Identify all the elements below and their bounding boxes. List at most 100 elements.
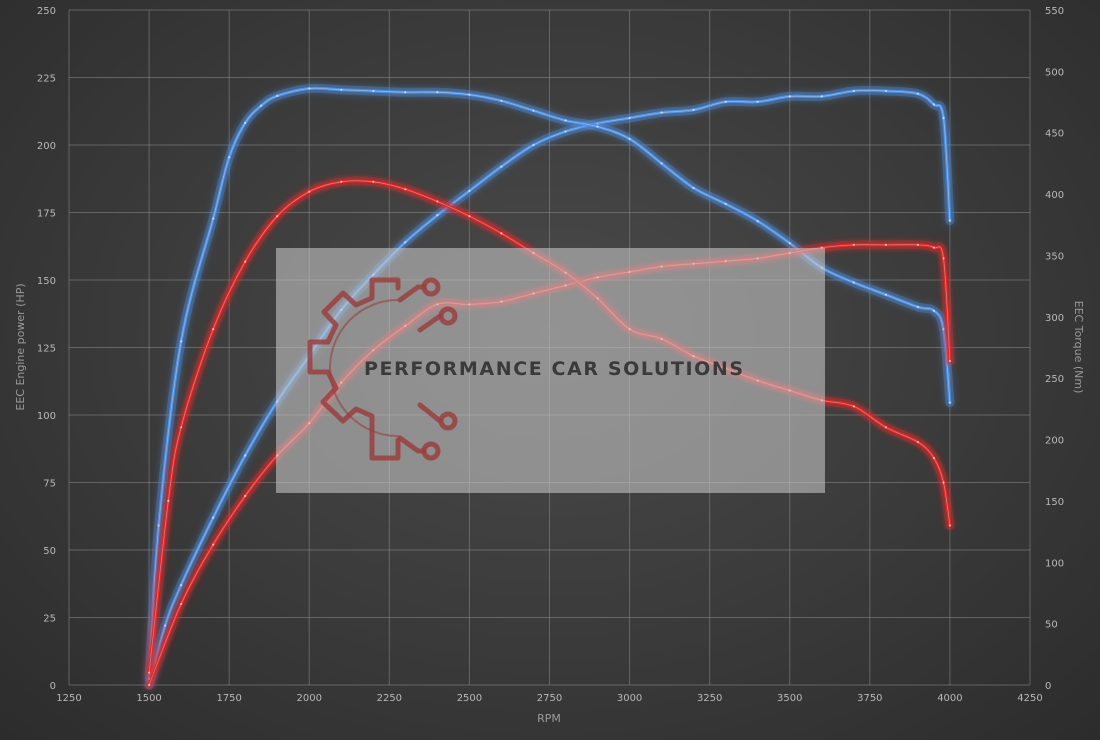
data-point (244, 260, 247, 263)
x-tick-label: 1250 (56, 693, 81, 704)
watermark-text: PERFORMANCE CAR SOLUTIONS (364, 358, 745, 380)
right-tick-label: 300 (1045, 313, 1064, 324)
left-axis-ticks: 0 25 50 75 100 125 150 175 200 225 250 (37, 6, 56, 692)
data-point (932, 456, 936, 460)
data-point (372, 180, 375, 183)
data-point (180, 584, 183, 587)
data-point (276, 215, 279, 218)
data-point (788, 242, 791, 245)
left-tick-label: 25 (43, 614, 56, 625)
data-point (942, 257, 945, 260)
data-point (724, 100, 727, 103)
right-tick-label: 500 (1045, 67, 1064, 78)
data-point (532, 143, 535, 147)
data-point (404, 188, 407, 191)
data-point (212, 543, 215, 546)
data-point (244, 454, 247, 457)
data-point (212, 217, 215, 220)
data-point (932, 246, 936, 249)
right-tick-label: 350 (1045, 251, 1064, 262)
data-point (692, 108, 695, 111)
left-tick-label: 150 (37, 276, 56, 287)
data-point (916, 305, 920, 309)
series-tuned-torque (144, 83, 955, 684)
data-point (724, 202, 727, 205)
left-tick-label: 100 (37, 411, 56, 422)
data-point (628, 137, 631, 140)
data-point (852, 405, 855, 408)
data-point (692, 186, 695, 190)
data-point (916, 92, 920, 95)
data-point (756, 100, 759, 103)
data-point (260, 104, 263, 107)
data-point (916, 243, 920, 246)
x-tick-label: 3500 (777, 693, 802, 704)
data-point (932, 309, 936, 312)
data-point (148, 671, 151, 674)
right-tick-label: 0 (1045, 681, 1051, 692)
data-point (500, 165, 503, 168)
data-point (276, 94, 279, 97)
data-point (628, 116, 631, 120)
data-point (167, 499, 170, 502)
data-point (180, 426, 183, 429)
left-tick-label: 175 (37, 209, 56, 220)
x-axis-ticks: 1250 1500 1750 2000 2250 2500 2750 3000 3250 3500… (56, 693, 1042, 704)
right-tick-label: 50 (1045, 620, 1058, 631)
x-tick-label: 4250 (1017, 693, 1042, 704)
data-point (852, 243, 855, 246)
data-point (340, 88, 343, 91)
gear-circuit-logo-icon (307, 277, 458, 461)
data-point (228, 156, 231, 159)
data-point (468, 215, 471, 218)
x-tick-label: 2250 (377, 693, 402, 704)
series-tuned-power (144, 85, 955, 690)
data-point (468, 93, 471, 96)
data-point (852, 89, 855, 93)
data-point (308, 190, 311, 193)
data-point (180, 340, 183, 343)
data-point (942, 481, 945, 484)
data-point (756, 220, 759, 223)
x-tick-label: 4000 (937, 693, 962, 704)
left-tick-label: 125 (37, 344, 56, 355)
watermark: PERFORMANCE CAR SOLUTIONS (276, 248, 825, 493)
data-point (852, 281, 855, 284)
data-point (436, 91, 439, 94)
x-tick-label: 1750 (216, 693, 241, 704)
data-point (180, 602, 183, 606)
data-point (212, 328, 215, 331)
data-point (948, 359, 952, 363)
data-point (164, 624, 167, 627)
data-point (468, 189, 471, 192)
data-point (212, 516, 215, 519)
x-tick-label: 1500 (136, 693, 161, 704)
data-point (404, 91, 407, 94)
data-point (308, 87, 311, 90)
x-tick-label: 3750 (857, 693, 882, 704)
watermark-panel (276, 248, 825, 493)
x-tick-label: 3000 (617, 693, 642, 704)
right-tick-label: 100 (1045, 558, 1064, 569)
data-point (942, 116, 945, 120)
x-tick-label: 2750 (537, 693, 562, 704)
right-tick-label: 150 (1045, 497, 1064, 508)
data-point (884, 243, 888, 246)
x-axis-title: RPM (537, 712, 561, 725)
data-point (596, 125, 599, 128)
data-point (948, 401, 952, 404)
data-point (884, 293, 888, 296)
data-point (948, 524, 952, 527)
data-point (564, 130, 567, 133)
data-point (660, 162, 663, 165)
data-point (916, 440, 920, 444)
data-point (788, 95, 791, 98)
right-tick-label: 450 (1045, 129, 1064, 140)
right-axis-ticks: 0 50 100 150 200 250 300 350 400 450 500 550 (1045, 6, 1064, 692)
data-point (500, 99, 503, 102)
data-point (436, 200, 439, 203)
data-point (340, 180, 343, 183)
series-line (147, 86, 952, 681)
data-point (500, 232, 503, 235)
